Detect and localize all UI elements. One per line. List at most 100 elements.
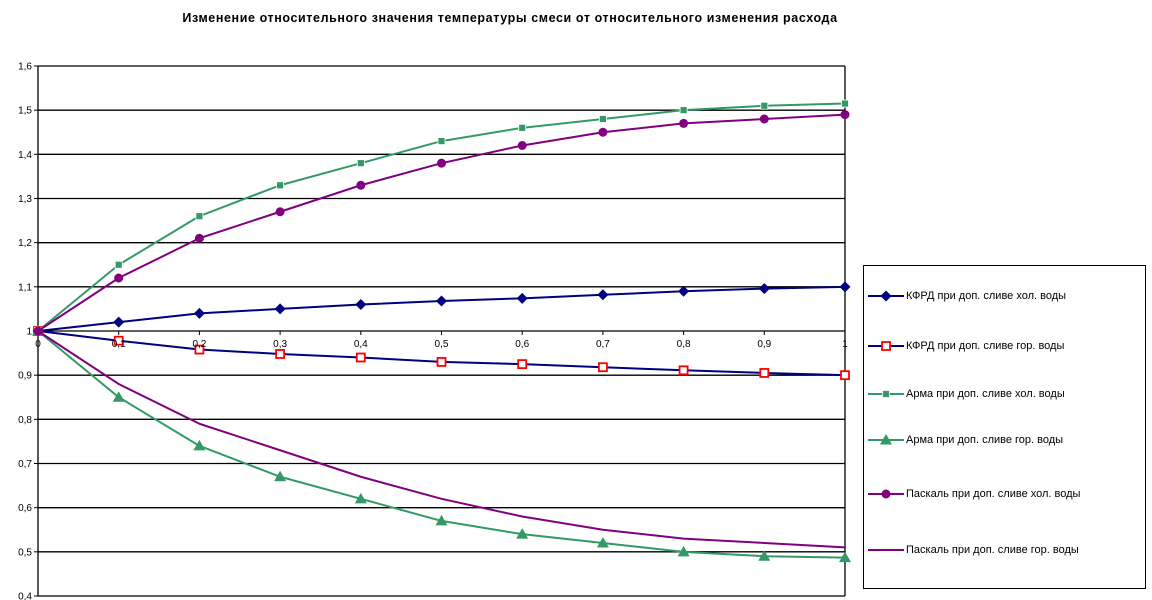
data-point-arma-cold [114, 260, 123, 269]
data-point-kfrd-cold [516, 292, 528, 304]
y-tick-label: 0,9 [18, 371, 32, 382]
legend-label: Арма при доп. сливе хол. воды [906, 387, 1065, 400]
series-arma-hot [32, 325, 851, 563]
data-point-pascal-cold [679, 118, 689, 128]
data-point-arma-cold [195, 212, 204, 221]
data-point-arma-cold [518, 123, 527, 132]
legend-label: Паскаль при доп. сливе хол. воды [906, 487, 1081, 500]
data-point-arma-cold [760, 101, 769, 110]
y-tick-label: 1,6 [18, 62, 32, 73]
data-point-kfrd-hot [194, 344, 205, 355]
legend-label: КФРД при доп. сливе гор. воды [906, 339, 1065, 352]
legend-swatch [868, 290, 904, 302]
y-tick-label: 0,5 [18, 547, 32, 558]
series-kfrd-hot [33, 326, 850, 381]
chart-title: Изменение относительного значения темпер… [182, 11, 838, 25]
x-tick-label: 0,7 [596, 339, 610, 350]
data-point-arma-hot [839, 551, 851, 563]
data-point-kfrd-hot [598, 362, 608, 373]
legend-marker [882, 390, 890, 398]
data-point-kfrd-cold [355, 299, 367, 310]
data-point-kfrd-hot [355, 352, 366, 363]
y-tick-label: 1,5 [18, 106, 32, 117]
data-point-kfrd-hot [840, 370, 850, 381]
legend-item-arma-cold: Арма при доп. сливе хол. воды [864, 372, 1145, 416]
data-point-kfrd-hot [759, 368, 770, 378]
data-point-arma-hot [677, 545, 690, 557]
legend-marker [881, 489, 891, 499]
x-tick-label: 0,5 [435, 339, 449, 350]
legend-swatch [868, 434, 904, 445]
data-point-kfrd-cold [436, 295, 447, 307]
data-point-pascal-cold [598, 127, 608, 137]
legend-label: КФРД при доп. сливе хол. воды [906, 289, 1067, 302]
data-point-arma-hot [516, 528, 529, 539]
series-line-kfrd-hot [37, 330, 846, 377]
y-tick-label: 1,4 [18, 150, 32, 161]
legend-item-arma-hot: Арма при доп. сливе гор. воды [864, 418, 1145, 462]
x-tick-label: 0,9 [757, 339, 771, 350]
x-tick-label: 1 [842, 339, 848, 350]
y-tick-label: 0,4 [18, 592, 32, 600]
data-point-pascal-cold [194, 233, 204, 243]
data-point-arma-hot [274, 470, 287, 482]
x-tick-label: 0,1 [112, 339, 126, 350]
y-tick-label: 1,1 [18, 282, 32, 293]
data-point-arma-hot [193, 439, 206, 451]
legend-marker [881, 341, 891, 351]
data-point-arma-hot [758, 550, 771, 561]
data-point-arma-cold [599, 115, 607, 123]
series-arma-cold [34, 99, 849, 335]
legend-item-pascal-cold: Паскаль при доп. сливе хол. воды [864, 466, 1145, 522]
data-point-pascal-cold [437, 158, 446, 168]
data-point-kfrd-cold [113, 316, 125, 328]
data-point-pascal-cold [759, 114, 769, 124]
data-point-pascal-cold [114, 273, 124, 283]
y-tick-label: 0,7 [18, 459, 32, 470]
data-point-pascal-cold [517, 141, 527, 150]
y-tick-label: 1 [26, 327, 32, 338]
legend-swatch [868, 390, 904, 398]
y-tick-label: 1,3 [18, 194, 32, 205]
legend-swatch [868, 489, 904, 499]
data-point-arma-cold [437, 137, 446, 145]
data-point-pascal-cold [356, 180, 366, 190]
data-point-arma-hot [435, 514, 448, 526]
data-point-kfrd-cold [678, 285, 690, 297]
y-tick-label: 0,8 [18, 415, 32, 426]
x-tick-label: 0,2 [192, 339, 206, 350]
data-point-kfrd-cold [274, 303, 286, 315]
legend-swatch [868, 341, 904, 351]
x-tick-label: 0,8 [677, 339, 691, 350]
data-point-kfrd-hot [275, 349, 286, 359]
data-point-kfrd-cold [597, 289, 609, 301]
data-point-arma-cold [841, 99, 849, 108]
legend-swatch [868, 549, 904, 551]
legend-marker [880, 290, 892, 302]
legend-item-kfrd-hot: КФРД при доп. сливе гор. воды [864, 324, 1145, 368]
data-point-kfrd-hot [517, 359, 528, 370]
data-point-pascal-cold [840, 110, 850, 120]
data-point-arma-cold [679, 106, 688, 115]
y-tick-label: 1,2 [18, 238, 32, 249]
x-tick-label: 0,6 [515, 339, 529, 350]
data-point-kfrd-cold [839, 281, 851, 293]
series-kfrd-cold [32, 281, 851, 337]
grid-lines [38, 65, 845, 597]
legend: КФРД при доп. сливе хол. воды КФРД при до… [863, 265, 1146, 589]
data-point-arma-cold [356, 159, 365, 168]
series-line-pascal-hot [37, 330, 846, 549]
legend-item-kfrd-cold: КФРД при доп. сливе хол. воды [864, 268, 1145, 324]
data-point-kfrd-hot [678, 365, 689, 376]
tick-labels: 0,4 0,5 0,6 0,7 0,8 0,9 1 1,1 1,2 1,3 1,4 1,5 1,6 0 0,… [18, 62, 848, 600]
series-pascal-hot [37, 330, 846, 549]
x-tick-label: 0,4 [354, 339, 368, 350]
data-point-kfrd-hot [436, 357, 447, 367]
data-point-kfrd-hot [113, 335, 124, 346]
x-tick-label: 0 [35, 339, 41, 350]
data-point-kfrd-cold [758, 283, 770, 295]
x-tick-label: 0,3 [273, 339, 287, 350]
data-point-kfrd-cold [193, 307, 205, 319]
data-point-arma-hot [354, 492, 367, 504]
